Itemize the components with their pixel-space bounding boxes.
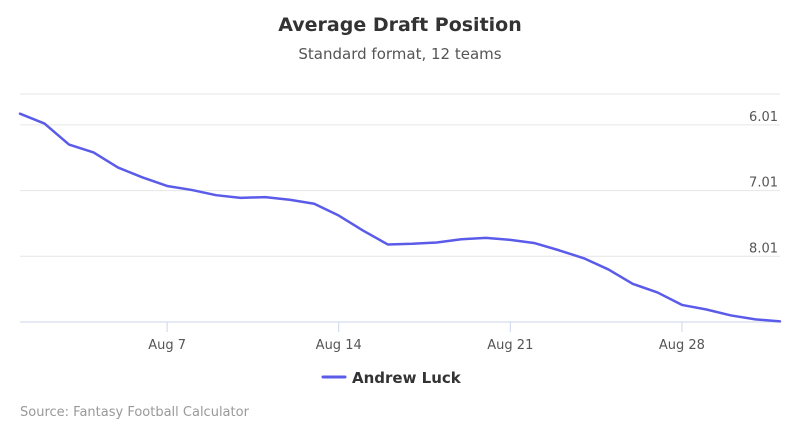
- legend-label-andrew-luck[interactable]: Andrew Luck: [352, 369, 462, 387]
- chart-credit[interactable]: Source: Fantasy Football Calculator: [20, 405, 250, 420]
- y-tick-label: 8.01: [749, 241, 778, 256]
- label-layer: 6.01 7.01 8.01 Aug 7 Aug 14 Aug 21 Aug 28: [148, 110, 778, 353]
- chart-title: Average Draft Position: [278, 14, 522, 36]
- x-tick-label: Aug 14: [316, 338, 362, 353]
- x-tick-label: Aug 7: [148, 338, 186, 353]
- y-tick-label: 7.01: [749, 176, 778, 191]
- axis-layer: [20, 321, 780, 332]
- y-tick-label: 6.01: [749, 110, 778, 125]
- grid-layer: [20, 93, 780, 257]
- chart-subtitle: Standard format, 12 teams: [298, 45, 501, 63]
- series-line-0[interactable]: [18, 112, 782, 323]
- x-tick-label: Aug 28: [659, 338, 705, 353]
- x-tick-label: Aug 21: [487, 338, 533, 353]
- legend[interactable]: Andrew Luck: [321, 369, 462, 387]
- series-layer: [18, 112, 782, 323]
